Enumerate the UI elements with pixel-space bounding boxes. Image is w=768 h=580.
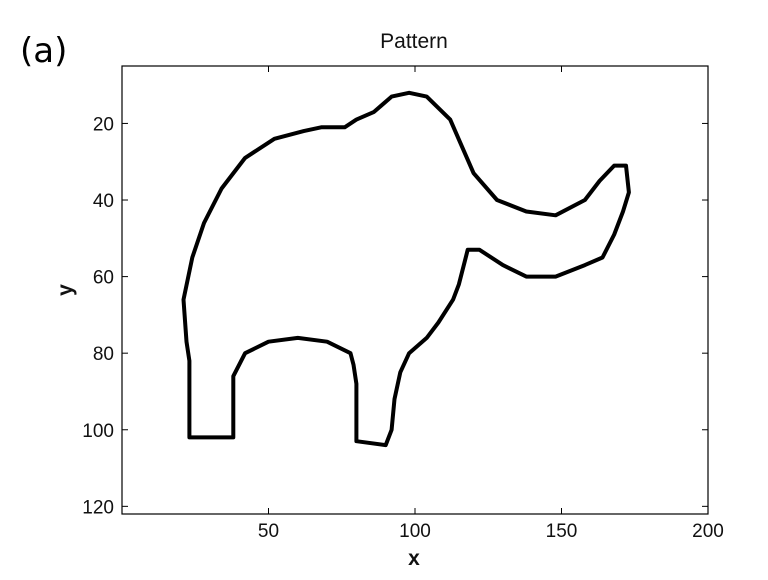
y-tick-label: 80 [93, 344, 114, 365]
y-tick-label: 20 [93, 114, 114, 135]
plot-area: 50 100 150 200 20 40 60 80 100 120 [82, 65, 724, 542]
chart-title: Pattern [380, 30, 448, 53]
y-axis-label: y [54, 284, 77, 296]
y-tick-label: 120 [82, 497, 114, 518]
x-tick-label: 50 [258, 521, 279, 542]
x-tick-label: 100 [399, 521, 431, 542]
panel-label: (a) [20, 31, 67, 71]
axes-frame [121, 65, 709, 515]
y-axis: 20 40 60 80 100 120 [82, 114, 708, 518]
pattern-outline [181, 90, 631, 448]
y-tick-label: 60 [93, 268, 114, 289]
y-tick-label: 100 [82, 421, 114, 442]
x-tick-label: 150 [546, 521, 578, 542]
x-axis-label: x [408, 547, 420, 570]
y-tick-label: 40 [93, 191, 114, 212]
x-tick-label: 200 [692, 521, 724, 542]
x-axis: 50 100 150 200 [258, 66, 724, 542]
